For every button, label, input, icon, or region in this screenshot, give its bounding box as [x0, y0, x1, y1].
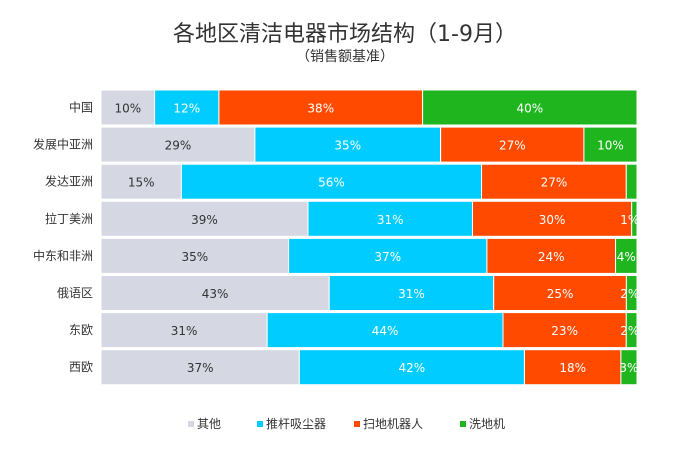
bar-segment: [620, 349, 638, 386]
data-label: 42%: [399, 361, 426, 375]
data-label: 24%: [538, 250, 565, 264]
data-label: 31%: [377, 213, 404, 227]
legend-swatch: [460, 421, 466, 427]
data-label: 18%: [559, 361, 586, 375]
bar-segment: [422, 89, 638, 126]
bar-segment: [100, 349, 300, 386]
category-label: 俄语区: [57, 286, 93, 300]
category-label: 拉丁美洲: [45, 211, 93, 226]
legend-label: 其他: [197, 417, 221, 431]
bar-segment: [625, 163, 638, 200]
data-label: 37%: [187, 361, 214, 375]
bar-segment: [100, 163, 182, 200]
bar-segment: [631, 200, 638, 237]
bar-segment: [254, 126, 442, 163]
bar-segment: [298, 349, 525, 386]
legend-swatch: [257, 421, 263, 427]
data-label: 3%: [619, 361, 638, 375]
bar-segment: [100, 312, 268, 349]
data-label: 44%: [372, 324, 399, 338]
data-label: 35%: [334, 139, 361, 153]
legend-label: 洗地机: [469, 417, 505, 431]
chart-subtitle: （销售额基准）: [296, 49, 394, 65]
chart-title: 各地区清洁电器市场结构（1-9月）: [173, 22, 517, 47]
data-label: 43%: [202, 287, 229, 301]
data-label: 23%: [551, 324, 578, 338]
data-label: 38%: [307, 102, 334, 116]
category-label: 西欧: [69, 360, 93, 374]
data-label: 12%: [173, 102, 200, 116]
legend-swatch: [354, 421, 360, 427]
data-label: 15%: [128, 176, 155, 190]
legend-label: 扫地机器人: [363, 417, 423, 431]
data-label: 37%: [374, 250, 401, 264]
bar-segment: [486, 237, 617, 274]
data-label: 25%: [547, 287, 574, 301]
bar-segment: [625, 275, 638, 311]
data-label: 40%: [516, 102, 543, 116]
category-label: 发展中亚洲: [33, 137, 93, 152]
bar-segment: [180, 163, 483, 200]
bar-segment: [481, 163, 627, 200]
data-label: 30%: [539, 213, 566, 227]
bar-segment: [218, 89, 424, 126]
legend-label: 推杆吸尘器: [266, 417, 326, 431]
bar-segment: [625, 312, 638, 349]
bar-segment: [328, 275, 495, 311]
bar-segment: [493, 275, 627, 311]
data-label: 10%: [114, 102, 141, 116]
data-label: 31%: [171, 324, 198, 338]
bar-segment: [288, 237, 488, 274]
data-label: 39%: [191, 213, 218, 227]
bar-segment: [615, 237, 638, 274]
data-label: 10%: [597, 139, 624, 153]
category-label: 中国: [69, 100, 93, 115]
bar-segment: [100, 126, 256, 163]
bar-segment: [440, 126, 585, 163]
data-label: 27%: [541, 176, 568, 190]
data-label: 2%: [620, 324, 639, 338]
bar-segment: [100, 275, 330, 311]
category-label: 发达亚洲: [45, 174, 93, 189]
category-label: 中东和非洲: [33, 248, 93, 263]
data-label: 29%: [165, 139, 192, 153]
bar-segment: [100, 237, 290, 274]
data-label: 56%: [318, 176, 345, 190]
legend-swatch: [188, 421, 194, 427]
bar-segment: [523, 349, 622, 386]
bar-segment: [502, 312, 627, 349]
category-label: 东欧: [69, 323, 93, 337]
data-label: 35%: [181, 250, 208, 264]
data-label: 2%: [620, 287, 639, 301]
data-label: 27%: [499, 139, 526, 153]
bar-segment: [471, 200, 633, 237]
data-label: 31%: [398, 287, 425, 301]
data-label: 4%: [617, 250, 636, 264]
bar-segment: [266, 312, 504, 349]
bar-segment: [100, 200, 309, 237]
data-label: 1%: [620, 213, 639, 227]
bar-segment: [100, 89, 156, 126]
bar-segment: [583, 126, 638, 163]
